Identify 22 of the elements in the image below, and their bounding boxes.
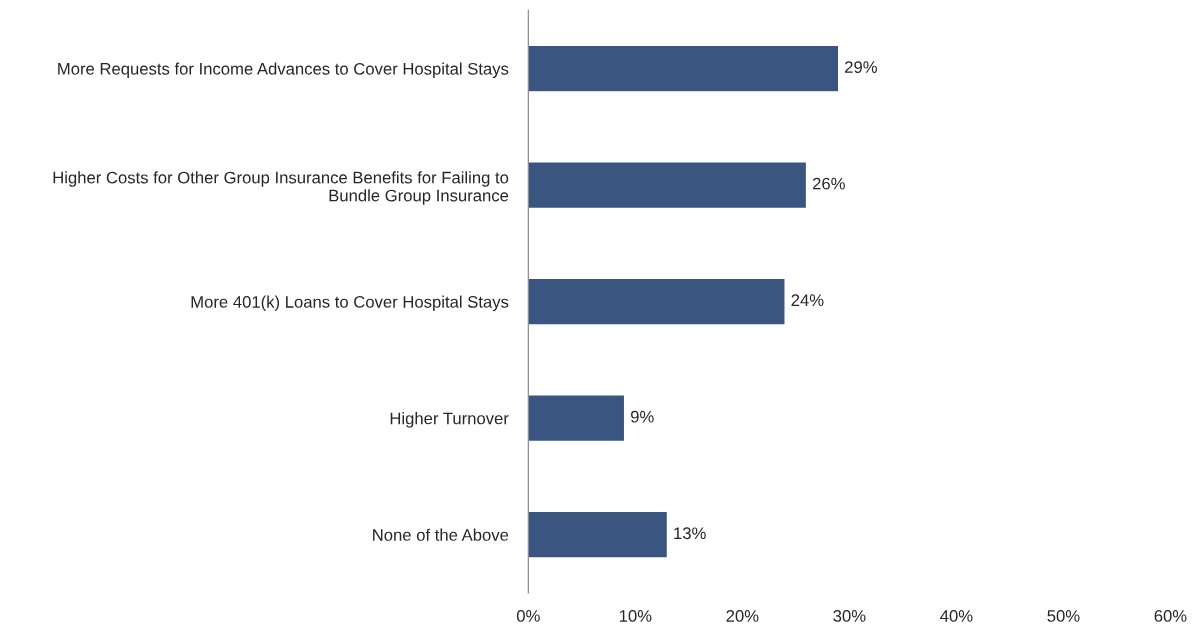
x-tick-label: 50% <box>1047 610 1080 622</box>
x-tick-label: 0% <box>516 610 540 622</box>
data-label: 26% <box>812 177 845 190</box>
data-label: 29% <box>845 61 877 73</box>
y-tick-label: Higher Turnover <box>390 412 509 428</box>
y-tick-label: More Requests for Income Advances to Cover Hospital Stays <box>58 62 509 79</box>
y-tick-label: Higher Costs for Other Group Insurance Benefits for Failing to Bundle Group Insurance <box>53 171 509 205</box>
y-tick-label: More 401(k) Loans to Cover Hospital Stays <box>191 295 509 312</box>
x-tick-label: 20% <box>726 610 759 622</box>
data-label: 9% <box>630 410 654 423</box>
bar <box>528 394 626 443</box>
bar <box>528 277 786 326</box>
data-label: 13% <box>674 527 706 540</box>
x-tick-label: 10% <box>619 610 652 622</box>
x-tick-label: 40% <box>940 610 973 622</box>
y-tick-label: None of the Above <box>373 528 509 541</box>
data-label: 24% <box>791 294 824 306</box>
x-tick-label: 30% <box>833 610 866 622</box>
bar <box>528 161 808 210</box>
x-tick-label: 60% <box>1154 610 1187 622</box>
bar <box>528 510 669 559</box>
bar <box>528 44 840 93</box>
